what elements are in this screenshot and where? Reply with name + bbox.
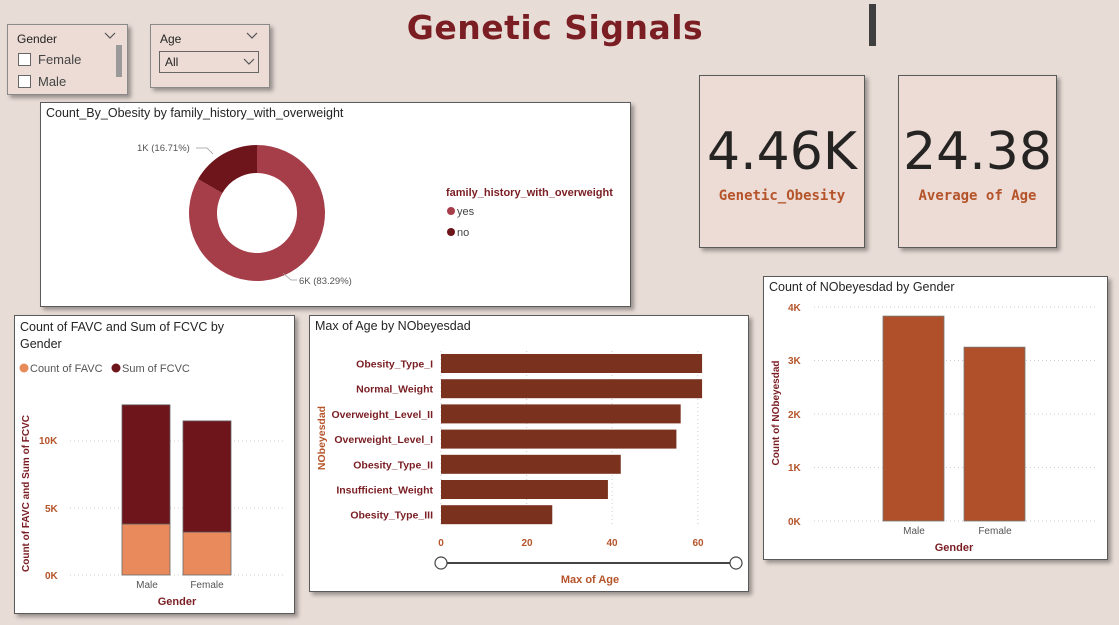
legend-marker-yes bbox=[447, 207, 455, 215]
kpi-card-average-age: 24.38 Average of Age bbox=[898, 75, 1057, 248]
x-tick-label: Male bbox=[903, 526, 925, 537]
x-axis-title: Max of Age bbox=[561, 574, 619, 586]
vertical-bar-chart[interactable]: 0K 1K 2K 3K 4K Count of NObeyesdad Male … bbox=[764, 277, 1107, 559]
page-title: Genetic Signals bbox=[406, 8, 704, 47]
legend-marker-no bbox=[447, 228, 455, 236]
x-tick-label: 0 bbox=[438, 538, 444, 549]
y-tick-label: 5K bbox=[45, 504, 59, 515]
age-dropdown[interactable]: All bbox=[159, 51, 259, 73]
gender-bar-chart-card[interactable]: Count of NObeyesdad by Gender 0K 1K 2K 3… bbox=[763, 276, 1108, 560]
age-dropdown-value: All bbox=[165, 55, 179, 69]
y-tick-label: 1K bbox=[788, 463, 802, 474]
y-tick-label: 0K bbox=[45, 571, 59, 582]
x-axis-title: Gender bbox=[158, 596, 197, 608]
bar-overweight-level-ii[interactable] bbox=[441, 404, 681, 424]
legend-label-fcvc: Sum of FCVC bbox=[122, 363, 190, 375]
y-tick-label: Insufficient_Weight bbox=[336, 485, 433, 497]
chart-title-line: Gender bbox=[20, 337, 62, 351]
age-slicer-header: Age bbox=[160, 32, 182, 46]
legend-title: family_history_with_overweight bbox=[446, 187, 613, 199]
donut-data-label-yes: 6K (83.29%) bbox=[299, 276, 352, 287]
age-slicer[interactable]: Age All bbox=[150, 24, 270, 88]
chevron-down-icon[interactable] bbox=[243, 58, 255, 66]
range-slider-handle-max[interactable] bbox=[729, 556, 743, 570]
bar-male[interactable] bbox=[882, 315, 945, 522]
kpi-label: Average of Age bbox=[918, 188, 1037, 204]
legend-marker-fcvc bbox=[111, 363, 121, 373]
x-tick-label: Male bbox=[136, 580, 158, 591]
hbar-chart-card[interactable]: Max of Age by NObeyesdad Obesity_Type_I N… bbox=[309, 315, 749, 592]
chart-title: Count_By_Obesity by family_history_with_… bbox=[46, 106, 344, 120]
y-tick-label: Obesity_Type_II bbox=[353, 459, 433, 471]
range-slider-handle-min[interactable] bbox=[434, 556, 448, 570]
bar-female-fcvc[interactable] bbox=[182, 420, 232, 533]
donut-slice-no[interactable] bbox=[198, 145, 257, 194]
legend-label-no: no bbox=[457, 227, 469, 239]
bar-female[interactable] bbox=[963, 346, 1026, 522]
donut-chart[interactable]: 1K (16.71%) 6K (83.29%) family_history_w… bbox=[41, 103, 630, 306]
chart-title: Count of NObeyesdad by Gender bbox=[769, 280, 955, 294]
x-tick-label: 60 bbox=[692, 538, 704, 549]
y-tick-label: 0K bbox=[788, 517, 802, 528]
gender-option-female[interactable]: Female bbox=[18, 52, 81, 67]
y-tick-label: 3K bbox=[788, 356, 802, 367]
gender-slicer[interactable]: Gender Female Male bbox=[7, 24, 128, 95]
legend-label-yes: yes bbox=[457, 206, 475, 218]
checkbox-icon[interactable] bbox=[18, 75, 31, 88]
y-axis-title: Count of FAVC and Sum of FCVC bbox=[21, 415, 32, 572]
x-tick-label: 40 bbox=[606, 538, 618, 549]
x-tick-label: 20 bbox=[521, 538, 533, 549]
chevron-down-icon[interactable] bbox=[246, 32, 258, 40]
bar-insufficient-weight[interactable] bbox=[441, 480, 608, 499]
bar-male-favc[interactable] bbox=[121, 523, 171, 576]
chart-title: Max of Age by NObeyesdad bbox=[315, 319, 471, 333]
bar-overweight-level-i[interactable] bbox=[441, 429, 677, 449]
y-axis-title: NObeyesdad bbox=[316, 406, 328, 470]
bar-obesity-type-iii[interactable] bbox=[441, 505, 553, 525]
bar-obesity-type-i[interactable] bbox=[441, 354, 703, 373]
bar-obesity-type-ii[interactable] bbox=[441, 454, 621, 474]
divider-bar bbox=[869, 4, 876, 46]
donut-data-label-no: 1K (16.71%) bbox=[137, 143, 190, 154]
y-axis-title: Count of NObeyesdad bbox=[771, 360, 782, 465]
gender-option-label: Female bbox=[38, 52, 82, 67]
kpi-value: 24.38 bbox=[903, 122, 1052, 182]
kpi-value: 4.46K bbox=[707, 122, 857, 182]
stacked-bar-chart[interactable]: Count of FAVC Sum of FCVC 0K 5K 10K Coun… bbox=[15, 316, 294, 613]
stacked-bar-chart-card[interactable]: Count of FAVC and Sum of FCVC by Gender … bbox=[14, 315, 295, 614]
bar-female-favc[interactable] bbox=[182, 531, 232, 576]
gender-option-label: Male bbox=[38, 74, 67, 89]
chart-title: Count of FAVC and Sum of FCVC by Gender bbox=[20, 319, 224, 353]
x-axis-title: Gender bbox=[935, 542, 974, 554]
chart-title-line: Count of FAVC and Sum of FCVC by bbox=[20, 320, 225, 334]
legend-label-favc: Count of FAVC bbox=[30, 363, 103, 375]
gender-option-male[interactable]: Male bbox=[18, 74, 66, 89]
legend-marker-favc bbox=[19, 363, 29, 373]
y-tick-label: Overweight_Level_I bbox=[334, 434, 433, 446]
bar-normal-weight[interactable] bbox=[441, 379, 703, 399]
x-tick-label: Female bbox=[190, 580, 224, 591]
y-tick-label: 4K bbox=[788, 303, 802, 314]
chevron-down-icon[interactable] bbox=[104, 32, 116, 40]
kpi-label: Genetic_Obesity bbox=[718, 188, 846, 204]
y-tick-label: Overweight_Level_II bbox=[331, 409, 433, 421]
y-tick-label: 10K bbox=[39, 436, 58, 447]
horizontal-bar-chart[interactable]: Obesity_Type_I Normal_Weight Overweight_Le… bbox=[310, 316, 748, 591]
donut-slice-yes[interactable] bbox=[189, 145, 325, 281]
y-tick-label: Obesity_Type_III bbox=[350, 510, 433, 522]
y-tick-label: Obesity_Type_I bbox=[356, 359, 433, 371]
y-tick-label: 2K bbox=[788, 410, 802, 421]
bar-male-fcvc[interactable] bbox=[121, 404, 171, 525]
x-tick-label: Female bbox=[978, 526, 1012, 537]
donut-chart-card[interactable]: Count_By_Obesity by family_history_with_… bbox=[40, 102, 631, 307]
checkbox-icon[interactable] bbox=[18, 53, 31, 66]
gender-slicer-header: Gender bbox=[17, 32, 58, 46]
y-tick-label: Normal_Weight bbox=[356, 384, 433, 396]
slicer-scrollbar[interactable] bbox=[116, 45, 122, 77]
kpi-card-genetic-obesity: 4.46K Genetic_Obesity bbox=[699, 75, 865, 248]
